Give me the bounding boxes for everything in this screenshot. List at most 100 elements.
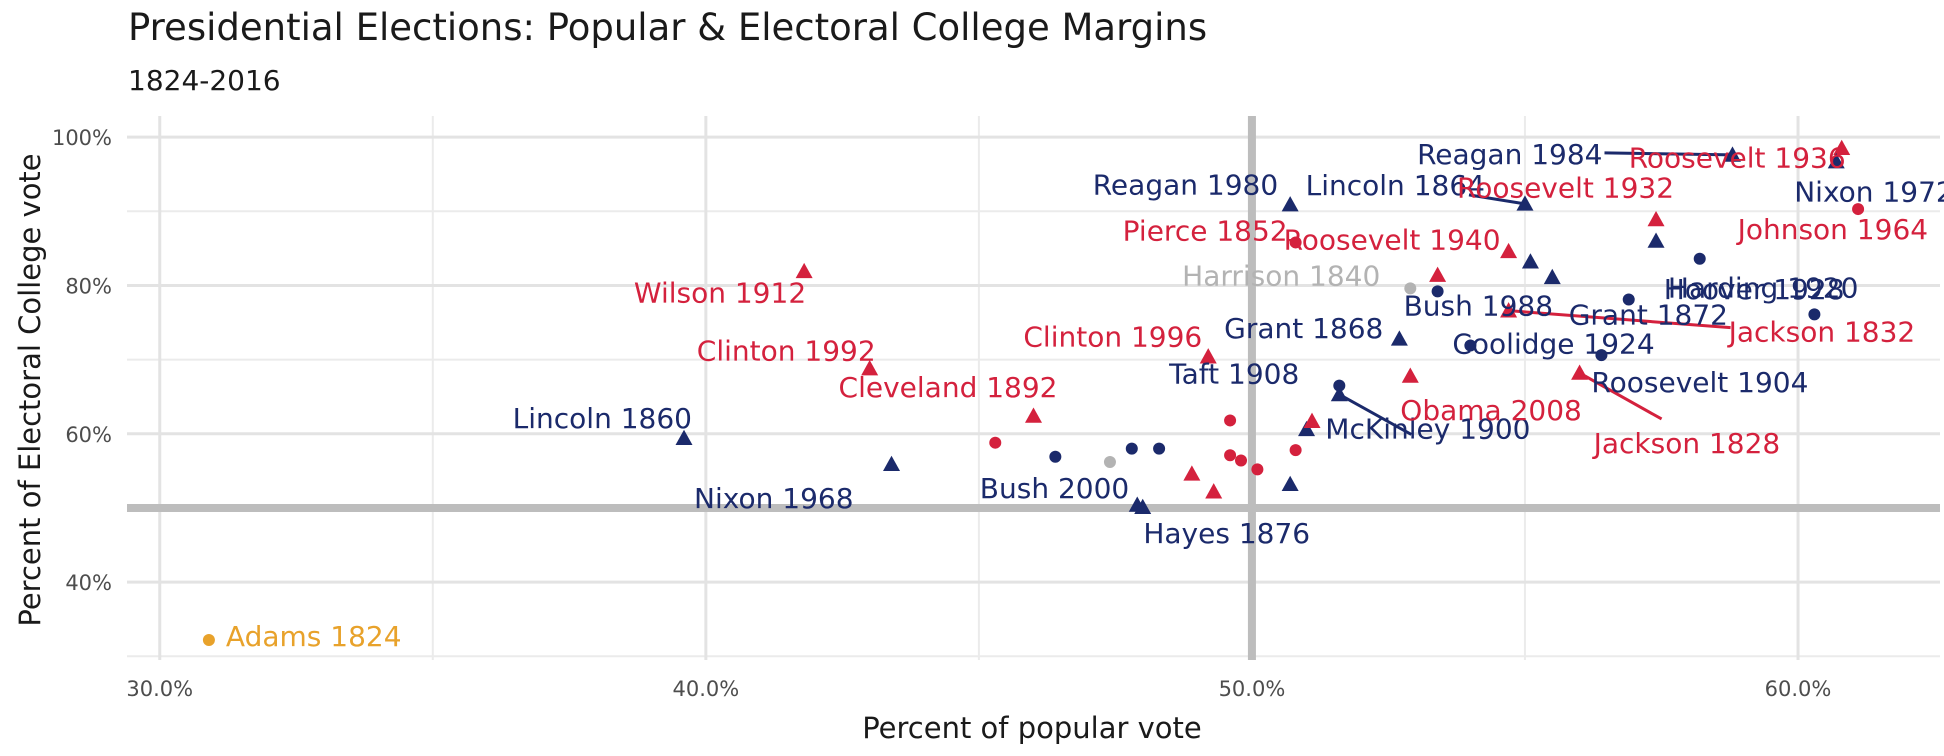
point-label: McKinley 1900 — [1325, 412, 1530, 445]
point-triangle — [1429, 266, 1447, 282]
point-label: Harrison 1840 — [1182, 259, 1380, 292]
point-label: Hoover 1928 — [1664, 273, 1845, 306]
point-label: Clinton 1992 — [697, 335, 876, 368]
point-circle — [1224, 449, 1237, 462]
y-axis-title: Percent of Electoral College vote — [13, 153, 47, 626]
point-label: Jackson 1832 — [1727, 316, 1916, 349]
axes: 30.0% 40.0% 50.0% 60.0% 40% 60% 80% 100% — [52, 126, 1831, 701]
point-triangle — [1025, 407, 1042, 423]
point-circle — [1431, 285, 1444, 298]
y-tick-label: 60% — [65, 423, 112, 447]
leader-line — [1508, 309, 1731, 330]
point-triangle — [1390, 330, 1408, 346]
point-triangle — [1303, 412, 1321, 428]
point-label: Roosevelt 1932 — [1457, 171, 1674, 204]
point-circle — [1103, 455, 1116, 468]
leader-line — [1468, 193, 1526, 206]
x-axis-title: Percent of popular vote — [862, 711, 1202, 745]
reference-lines — [127, 116, 1940, 660]
point-triangle — [1500, 242, 1518, 259]
point-label: Reagan 1984 — [1417, 138, 1602, 171]
point-label: Wilson 1912 — [634, 276, 806, 309]
x-tick-label: 30.0% — [126, 677, 193, 701]
point-label: Johnson 1964 — [1736, 213, 1929, 246]
point-triangle — [1647, 232, 1665, 248]
point-labels: Adams 1824 Lincoln 1860 Wilson 1912 Clinton… — [226, 138, 1944, 653]
point-label: Pierce 1852 — [1123, 214, 1288, 247]
point-triangle — [1543, 268, 1561, 285]
point-circle — [1153, 442, 1166, 455]
point-label: Nixon 1968 — [694, 482, 853, 515]
point-triangle — [1205, 483, 1223, 499]
point-label: Obama 2008 — [1400, 394, 1582, 427]
point-circle — [1808, 308, 1821, 321]
point-label: Harding 1920 — [1668, 271, 1858, 304]
point-circle — [1224, 414, 1237, 427]
x-tick-label: 60.0% — [1765, 677, 1832, 701]
label-leader-lines — [1338, 151, 1733, 436]
point-label: Jackson 1828 — [1592, 427, 1781, 460]
point-label: Roosevelt 1904 — [1591, 366, 1808, 399]
point-triangle — [1647, 210, 1665, 227]
point-triangle — [1827, 153, 1845, 169]
point-triangle — [795, 262, 813, 279]
point-circle — [1125, 442, 1138, 455]
point-circle — [1852, 203, 1865, 216]
point-triangle — [1521, 253, 1539, 269]
point-circle — [1235, 454, 1248, 467]
point-circle — [1251, 463, 1264, 476]
point-triangle — [861, 360, 879, 376]
point-circle — [1289, 444, 1302, 457]
point-triangle — [1298, 420, 1316, 437]
point-circle — [1049, 450, 1062, 463]
point-label: Adams 1824 — [226, 620, 402, 653]
point-label: Lincoln 1864 — [1306, 169, 1485, 202]
point-label: Roosevelt 1940 — [1284, 223, 1501, 256]
point-triangle — [1401, 367, 1419, 383]
point-circle — [1622, 293, 1635, 306]
point-label: Bush 1988 — [1404, 289, 1553, 322]
y-tick-label: 80% — [65, 274, 112, 298]
point-label: Grant 1872 — [1569, 299, 1728, 332]
point-label: Cleveland 1892 — [839, 371, 1058, 404]
point-triangle — [1516, 195, 1534, 211]
point-triangle — [1571, 364, 1589, 380]
point-label: Bush 2000 — [980, 472, 1129, 505]
point-circle — [202, 633, 215, 646]
x-tick-label: 40.0% — [672, 677, 739, 701]
y-tick-label: 40% — [65, 571, 112, 595]
chart-subtitle: 1824-2016 — [128, 64, 281, 97]
point-triangle — [1134, 498, 1152, 515]
point-label: Taft 1908 — [1168, 358, 1299, 391]
point-triangle — [1183, 465, 1201, 481]
point-label: Hayes 1876 — [1143, 517, 1310, 550]
point-triangle — [1833, 139, 1851, 156]
point-label: Nixon 1972 — [1794, 176, 1944, 209]
point-triangle — [1281, 196, 1299, 212]
point-label: Clinton 1996 — [1023, 321, 1202, 354]
point-circle — [1289, 236, 1302, 249]
leader-line — [1338, 393, 1413, 436]
point-circle — [1464, 339, 1477, 352]
point-label: Roosevelt 1936 — [1629, 141, 1846, 174]
point-triangle — [1330, 385, 1348, 402]
point-triangle — [1199, 348, 1217, 364]
leader-line — [1578, 371, 1663, 421]
y-tick-label: 100% — [52, 126, 112, 150]
point-circle — [1595, 349, 1608, 362]
point-label: Lincoln 1860 — [513, 402, 692, 435]
chart-title: Presidential Elections: Popular & Electo… — [128, 6, 1208, 49]
data-points — [202, 139, 1865, 646]
leader-line — [1604, 151, 1733, 157]
x-tick-label: 50.0% — [1219, 677, 1286, 701]
point-triangle — [883, 455, 901, 471]
point-label: Coolidge 1924 — [1452, 328, 1654, 361]
point-circle — [989, 436, 1002, 449]
point-triangle — [675, 429, 693, 446]
point-circle — [1333, 379, 1346, 392]
point-circle — [1404, 282, 1417, 295]
point-circle — [1693, 252, 1706, 265]
point-triangle — [1723, 146, 1741, 162]
point-label: Reagan 1980 — [1093, 169, 1278, 202]
